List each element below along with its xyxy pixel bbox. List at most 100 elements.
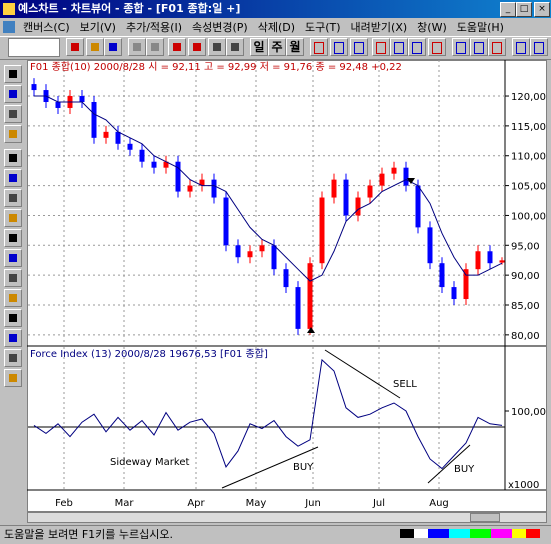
scrollbar[interactable]: [27, 512, 547, 523]
candle-body: [295, 287, 301, 329]
drawing-tool[interactable]: [4, 85, 22, 103]
candle-body: [439, 263, 445, 288]
candle-body: [259, 245, 265, 252]
toolbar-button[interactable]: [428, 38, 446, 56]
drawing-tool[interactable]: [4, 105, 22, 123]
drawing-tool[interactable]: [4, 289, 22, 307]
x-tick-label: Feb: [55, 498, 73, 509]
symbol-input[interactable]: [8, 38, 60, 57]
candle-body: [55, 102, 61, 108]
menu-item[interactable]: 보기(V): [79, 21, 116, 34]
candle-body: [187, 185, 193, 192]
candle-body: [283, 269, 289, 288]
window-title: 예스차트 - 차트뷰어 - 종합 - [F01 종합:일 +]: [0, 0, 551, 18]
toolbar-button[interactable]: [512, 38, 530, 56]
scroll-thumb[interactable]: [470, 513, 500, 522]
toolbar: [0, 36, 551, 60]
candle-body: [379, 173, 385, 186]
menu-item[interactable]: 삭제(D): [257, 21, 295, 34]
y-tick-label: 80,00: [511, 331, 540, 342]
drawing-tool[interactable]: [4, 249, 22, 267]
candle-body: [451, 287, 457, 300]
candle-body: [331, 179, 337, 198]
menu-item[interactable]: 창(W): [417, 21, 447, 34]
toolbar-button[interactable]: [372, 38, 390, 56]
x-tick-label: May: [246, 498, 267, 509]
candle-body: [175, 161, 181, 192]
menu-item[interactable]: 내려받기(X): [350, 21, 408, 34]
toolbar-button[interactable]: [104, 38, 122, 56]
menu-item[interactable]: 캔버스(C): [23, 21, 70, 34]
drawing-tool[interactable]: [4, 65, 22, 83]
toolbar-button[interactable]: [452, 38, 470, 56]
y-tick-label: 95,00: [511, 241, 540, 252]
candle-body: [211, 179, 217, 198]
toolbar-button[interactable]: [146, 38, 164, 56]
toolbar-button[interactable]: [128, 38, 146, 56]
drawing-tool[interactable]: [4, 125, 22, 143]
trend-line: [324, 349, 401, 399]
minimize-button[interactable]: _: [500, 2, 516, 17]
period-button[interactable]: 주: [268, 38, 286, 56]
x-tick-label: Aug: [429, 498, 449, 509]
toolbar-button[interactable]: [310, 38, 328, 56]
status-bar: 도움말을 보려면 F1키를 누르십시오.: [0, 525, 551, 544]
drawing-tool[interactable]: [4, 149, 22, 167]
toolbar-button[interactable]: [470, 38, 488, 56]
menu-item[interactable]: 추가/적용(I): [125, 21, 182, 34]
toolbar-button[interactable]: [330, 38, 348, 56]
drawing-tool[interactable]: [4, 189, 22, 207]
menu-item[interactable]: 도구(T): [305, 21, 341, 34]
y-tick-label: 110,00: [511, 152, 546, 163]
toolbar-button[interactable]: [168, 38, 186, 56]
candle-body: [427, 227, 433, 264]
toolbar-button[interactable]: [390, 38, 408, 56]
menu-item[interactable]: 도움말(H): [456, 21, 504, 34]
y-tick-label: 85,00: [511, 301, 540, 312]
drawing-tool[interactable]: [4, 349, 22, 367]
maximize-button[interactable]: □: [516, 2, 532, 17]
toolbar-button[interactable]: [350, 38, 368, 56]
candle-body: [139, 149, 145, 162]
toolbar-button[interactable]: [66, 38, 84, 56]
toolbar-button[interactable]: [408, 38, 426, 56]
toolbar-button[interactable]: [488, 38, 506, 56]
side-toolbar: [0, 60, 26, 395]
moving-average: [34, 95, 503, 282]
unit-label: x1000: [508, 480, 539, 491]
period-button[interactable]: 월: [286, 38, 304, 56]
candle-body: [235, 245, 241, 258]
drawing-tool[interactable]: [4, 329, 22, 347]
y-tick-label: 120,00: [511, 92, 546, 103]
menu-item[interactable]: 속성변경(P): [192, 21, 248, 34]
candle-body: [343, 179, 349, 216]
drawing-tool[interactable]: [4, 269, 22, 287]
force-index-line: [33, 358, 503, 470]
annotation: SELL: [393, 379, 417, 390]
sell-signal: [407, 178, 415, 184]
candle-body: [403, 167, 409, 186]
trend-line: [221, 446, 319, 489]
drawing-tool[interactable]: [4, 209, 22, 227]
annotation: BUY: [454, 464, 475, 475]
toolbar-button[interactable]: [208, 38, 226, 56]
toolbar-button[interactable]: [530, 38, 548, 56]
y-tick-label: 105,00: [511, 182, 546, 193]
drawing-tool[interactable]: [4, 229, 22, 247]
toolbar-button[interactable]: [188, 38, 206, 56]
drawing-tool[interactable]: [4, 369, 22, 387]
toolbar-button[interactable]: [226, 38, 244, 56]
toolbar-button[interactable]: [86, 38, 104, 56]
candle-body: [79, 96, 85, 103]
close-button[interactable]: ×: [534, 2, 550, 17]
x-tick-label: Apr: [187, 498, 205, 509]
period-button[interactable]: 일: [250, 38, 268, 56]
annotation: BUY: [293, 462, 314, 473]
drawing-tool[interactable]: [4, 169, 22, 187]
drawing-tool[interactable]: [4, 309, 22, 327]
panel-title: F01 종합(10) 2000/8/28 시 = 92,11 고 = 92,99…: [30, 61, 402, 73]
menu-bar: 캔버스(C) 보기(V) 추가/적용(I) 속성변경(P) 삭제(D) 도구(T) 내려받기…: [0, 18, 551, 36]
candle-body: [463, 269, 469, 300]
